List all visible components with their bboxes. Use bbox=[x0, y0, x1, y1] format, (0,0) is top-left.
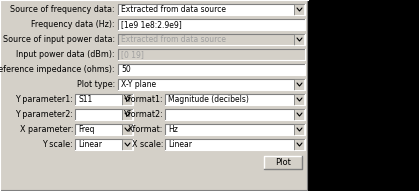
Text: Source of input power data:: Source of input power data: bbox=[3, 35, 115, 44]
Text: S11: S11 bbox=[78, 95, 92, 104]
Bar bbox=[122, 124, 133, 135]
Text: Magnitude (decibels): Magnitude (decibels) bbox=[168, 95, 249, 104]
Text: Linear: Linear bbox=[168, 140, 192, 149]
Bar bbox=[264, 156, 302, 169]
Bar bbox=[294, 4, 305, 15]
Bar bbox=[294, 94, 305, 105]
Bar bbox=[118, 34, 305, 45]
Text: 50: 50 bbox=[121, 65, 131, 74]
Bar bbox=[294, 109, 305, 120]
Bar bbox=[165, 139, 305, 150]
Text: [0 19]: [0 19] bbox=[121, 50, 144, 59]
Text: [1e9 1e8:2.9e9]: [1e9 1e8:2.9e9] bbox=[121, 20, 182, 29]
Bar bbox=[118, 49, 305, 60]
Text: Source of frequency data:: Source of frequency data: bbox=[10, 5, 115, 14]
Bar bbox=[75, 94, 133, 105]
Bar bbox=[0, 0, 308, 191]
Text: Extracted from data source: Extracted from data source bbox=[121, 5, 226, 14]
Text: X scale:: X scale: bbox=[132, 140, 163, 149]
Bar bbox=[165, 109, 305, 120]
Text: Reference impedance (ohms):: Reference impedance (ohms): bbox=[0, 65, 115, 74]
Text: Y scale:: Y scale: bbox=[42, 140, 73, 149]
Bar bbox=[122, 109, 133, 120]
Text: Plot type:: Plot type: bbox=[77, 80, 115, 89]
Text: Linear: Linear bbox=[78, 140, 102, 149]
Text: Y parameter1:: Y parameter1: bbox=[15, 95, 73, 104]
Text: Yformat2:: Yformat2: bbox=[123, 110, 163, 119]
Text: X-Y plane: X-Y plane bbox=[121, 80, 156, 89]
Bar bbox=[118, 79, 305, 90]
Bar bbox=[75, 109, 133, 120]
Text: Frequency data (Hz):: Frequency data (Hz): bbox=[31, 20, 115, 29]
Text: Hz: Hz bbox=[168, 125, 178, 134]
Text: Y parameter2:: Y parameter2: bbox=[15, 110, 73, 119]
Bar bbox=[294, 34, 305, 45]
Bar bbox=[122, 139, 133, 150]
Bar bbox=[294, 124, 305, 135]
Text: Yformat1:: Yformat1: bbox=[123, 95, 163, 104]
Text: Freq: Freq bbox=[78, 125, 95, 134]
Bar bbox=[165, 94, 305, 105]
Bar bbox=[165, 124, 305, 135]
Text: Input power data (dBm):: Input power data (dBm): bbox=[16, 50, 115, 59]
Bar bbox=[294, 139, 305, 150]
Bar bbox=[122, 94, 133, 105]
Text: Xformat:: Xformat: bbox=[128, 125, 163, 134]
Text: Extracted from data source: Extracted from data source bbox=[121, 35, 226, 44]
Bar bbox=[75, 124, 133, 135]
Bar bbox=[118, 4, 305, 15]
Bar bbox=[294, 79, 305, 90]
Text: X parameter:: X parameter: bbox=[20, 125, 73, 134]
Bar bbox=[75, 139, 133, 150]
Bar bbox=[118, 64, 305, 75]
Bar bbox=[118, 19, 305, 30]
Text: Plot: Plot bbox=[275, 158, 291, 167]
